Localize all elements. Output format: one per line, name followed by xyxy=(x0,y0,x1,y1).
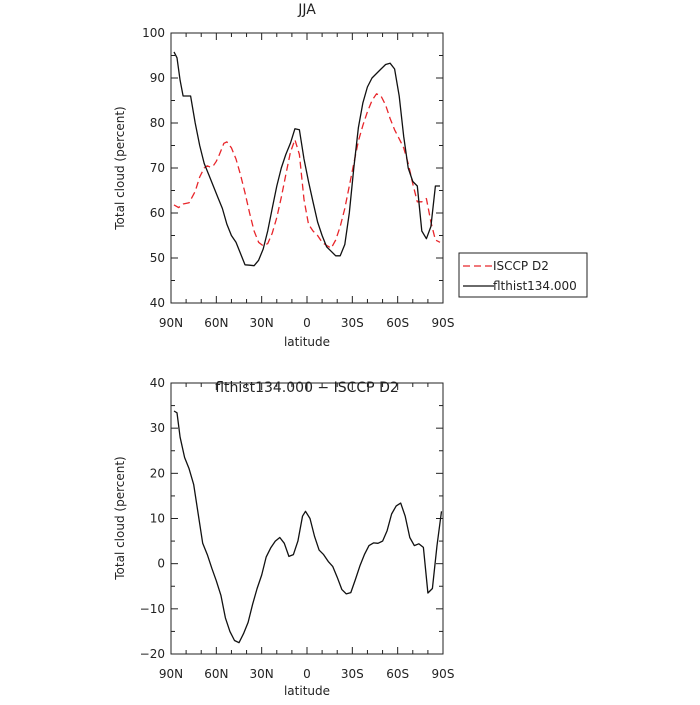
y-axis: 40 50 60 70 80 90 100 xyxy=(142,26,443,310)
x-tick-label: 90S xyxy=(432,667,455,681)
series-group xyxy=(173,51,441,267)
chart-top: JJA 90N 60N 30N 0 30S 60S 90S 405060708090100 … xyxy=(113,2,588,349)
series-line xyxy=(173,51,440,267)
x-axis: 90N 60N 30N 0 30S 60S 90S xyxy=(159,33,455,330)
x-tick-label: 0 xyxy=(303,316,311,330)
y-tick-label: 30 xyxy=(150,421,165,435)
x-tick-label: 60S xyxy=(386,667,409,681)
plot-frame xyxy=(170,32,444,304)
x-tick-label: 90S xyxy=(432,316,455,330)
y-tick-label: 40 xyxy=(150,376,165,390)
x-tick-label: 90N xyxy=(159,316,183,330)
chart-title: JJA xyxy=(297,2,316,18)
x-tick-label: 30S xyxy=(341,667,364,681)
y-tick-label: 100 xyxy=(142,26,165,40)
series-group xyxy=(173,410,443,644)
y-tick-label: −10 xyxy=(140,602,165,616)
chart-bottom: flthist134.000 − ISCCP D2 90N 60N 30N 0 30S 6… xyxy=(113,376,454,698)
x-axis-title: latitude xyxy=(284,684,330,698)
y-tick-label: 20 xyxy=(150,466,165,480)
y-tick-label: 10 xyxy=(150,512,165,526)
x-tick-label: 90N xyxy=(159,667,183,681)
y-tick-label: 90 xyxy=(150,71,165,85)
legend: ISCCP D2 flthist134.000 xyxy=(458,252,588,298)
x-tick-label: 60S xyxy=(386,316,409,330)
x-tick-label: 0 xyxy=(303,667,311,681)
x-tick-label: 30N xyxy=(250,667,274,681)
series-line xyxy=(173,93,441,249)
y-tick-label: 40 xyxy=(150,296,165,310)
y-tick-label: 60 xyxy=(150,206,165,220)
y-tick-label: −20 xyxy=(140,647,165,661)
y-tick-label: 50 xyxy=(150,251,165,265)
x-tick-label: 30S xyxy=(341,316,364,330)
x-axis: 90N 60N 30N 0 30S 60S 90S xyxy=(159,383,455,681)
y-axis: −20 −10 0 10 20 30 40 xyxy=(140,376,443,661)
x-tick-label: 60N xyxy=(204,667,228,681)
x-axis-title: latitude xyxy=(284,335,330,349)
y-tick-label: 70 xyxy=(150,161,165,175)
plot-frame xyxy=(170,382,444,655)
x-tick-label: 30N xyxy=(250,316,274,330)
legend-box xyxy=(458,252,588,298)
x-tick-label: 60N xyxy=(204,316,228,330)
y-axis-title: Total cloud (percent) xyxy=(113,456,127,580)
legend-label: flthist134.000 xyxy=(493,279,577,293)
y-tick-label: 0 xyxy=(157,557,165,571)
y-tick-label: 80 xyxy=(150,116,165,130)
legend-label: ISCCP D2 xyxy=(493,259,549,273)
series-line xyxy=(173,410,443,644)
y-axis-title: Total cloud (percent) xyxy=(113,106,127,230)
